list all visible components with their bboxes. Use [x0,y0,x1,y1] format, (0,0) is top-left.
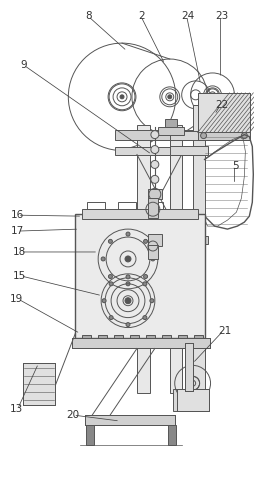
Text: 2: 2 [138,11,145,21]
Text: 5: 5 [231,162,238,171]
Text: 24: 24 [180,11,194,21]
Bar [147,245,157,259]
Bar [164,119,176,126]
Bar [136,124,149,393]
Text: 21: 21 [217,326,230,335]
Bar [115,147,204,155]
Circle shape [167,95,171,99]
Bar [167,425,175,445]
Bar [86,425,94,445]
Circle shape [150,130,158,139]
Bar [118,202,135,209]
Bar [87,202,105,209]
Text: 20: 20 [67,410,80,420]
Bar [161,334,170,340]
Text: 22: 22 [214,100,227,110]
Bar [184,343,192,391]
Bar [157,126,183,135]
Bar [193,334,202,340]
Bar [192,105,204,408]
Bar [176,389,208,411]
Text: 8: 8 [85,11,91,21]
Circle shape [200,132,206,139]
Bar [72,338,209,348]
Bar [145,334,154,340]
Bar [23,364,55,405]
Bar [169,146,207,155]
Circle shape [109,316,113,320]
Circle shape [241,132,246,139]
Circle shape [143,240,147,244]
Bar [147,234,161,246]
Bar [177,334,186,340]
Circle shape [101,257,105,261]
Text: 23: 23 [214,11,227,21]
Bar [82,209,197,219]
Bar [115,129,204,140]
Circle shape [149,299,153,303]
Bar [130,334,138,340]
Circle shape [125,232,130,236]
Circle shape [150,205,158,213]
Bar [197,93,249,132]
Bar [169,236,207,244]
Bar [176,389,208,411]
Circle shape [150,190,158,198]
Bar [75,214,204,338]
Bar [184,343,192,391]
Bar [169,130,207,140]
Circle shape [150,175,158,183]
Circle shape [150,220,158,228]
Circle shape [125,275,130,279]
Circle shape [108,240,112,244]
Circle shape [124,256,131,262]
Bar [176,391,208,401]
Text: 19: 19 [10,294,23,304]
Bar [114,334,122,340]
Bar [98,334,107,340]
Bar [147,189,161,199]
Bar [197,93,249,132]
Text: 17: 17 [11,226,24,236]
Bar [172,389,200,411]
Circle shape [210,93,213,96]
Bar [115,236,189,244]
Circle shape [124,298,131,304]
Bar [23,364,55,405]
Bar [147,198,157,218]
Circle shape [142,316,146,320]
Circle shape [120,95,123,99]
Text: 18: 18 [13,247,26,257]
Text: 16: 16 [11,210,24,220]
Bar [72,338,209,348]
Circle shape [125,282,130,286]
Text: 15: 15 [13,271,26,281]
Bar [82,334,91,340]
Text: 13: 13 [10,404,23,414]
Bar [85,415,174,425]
Bar [169,124,181,393]
Bar [197,131,249,140]
Circle shape [143,275,147,279]
Circle shape [109,282,113,286]
Circle shape [102,299,106,303]
Circle shape [125,323,130,327]
Bar [148,202,162,209]
Circle shape [108,275,112,279]
Circle shape [142,282,146,286]
Circle shape [150,146,158,154]
Bar [85,415,174,425]
Text: 9: 9 [20,60,27,70]
Circle shape [150,161,158,168]
Circle shape [150,257,154,261]
